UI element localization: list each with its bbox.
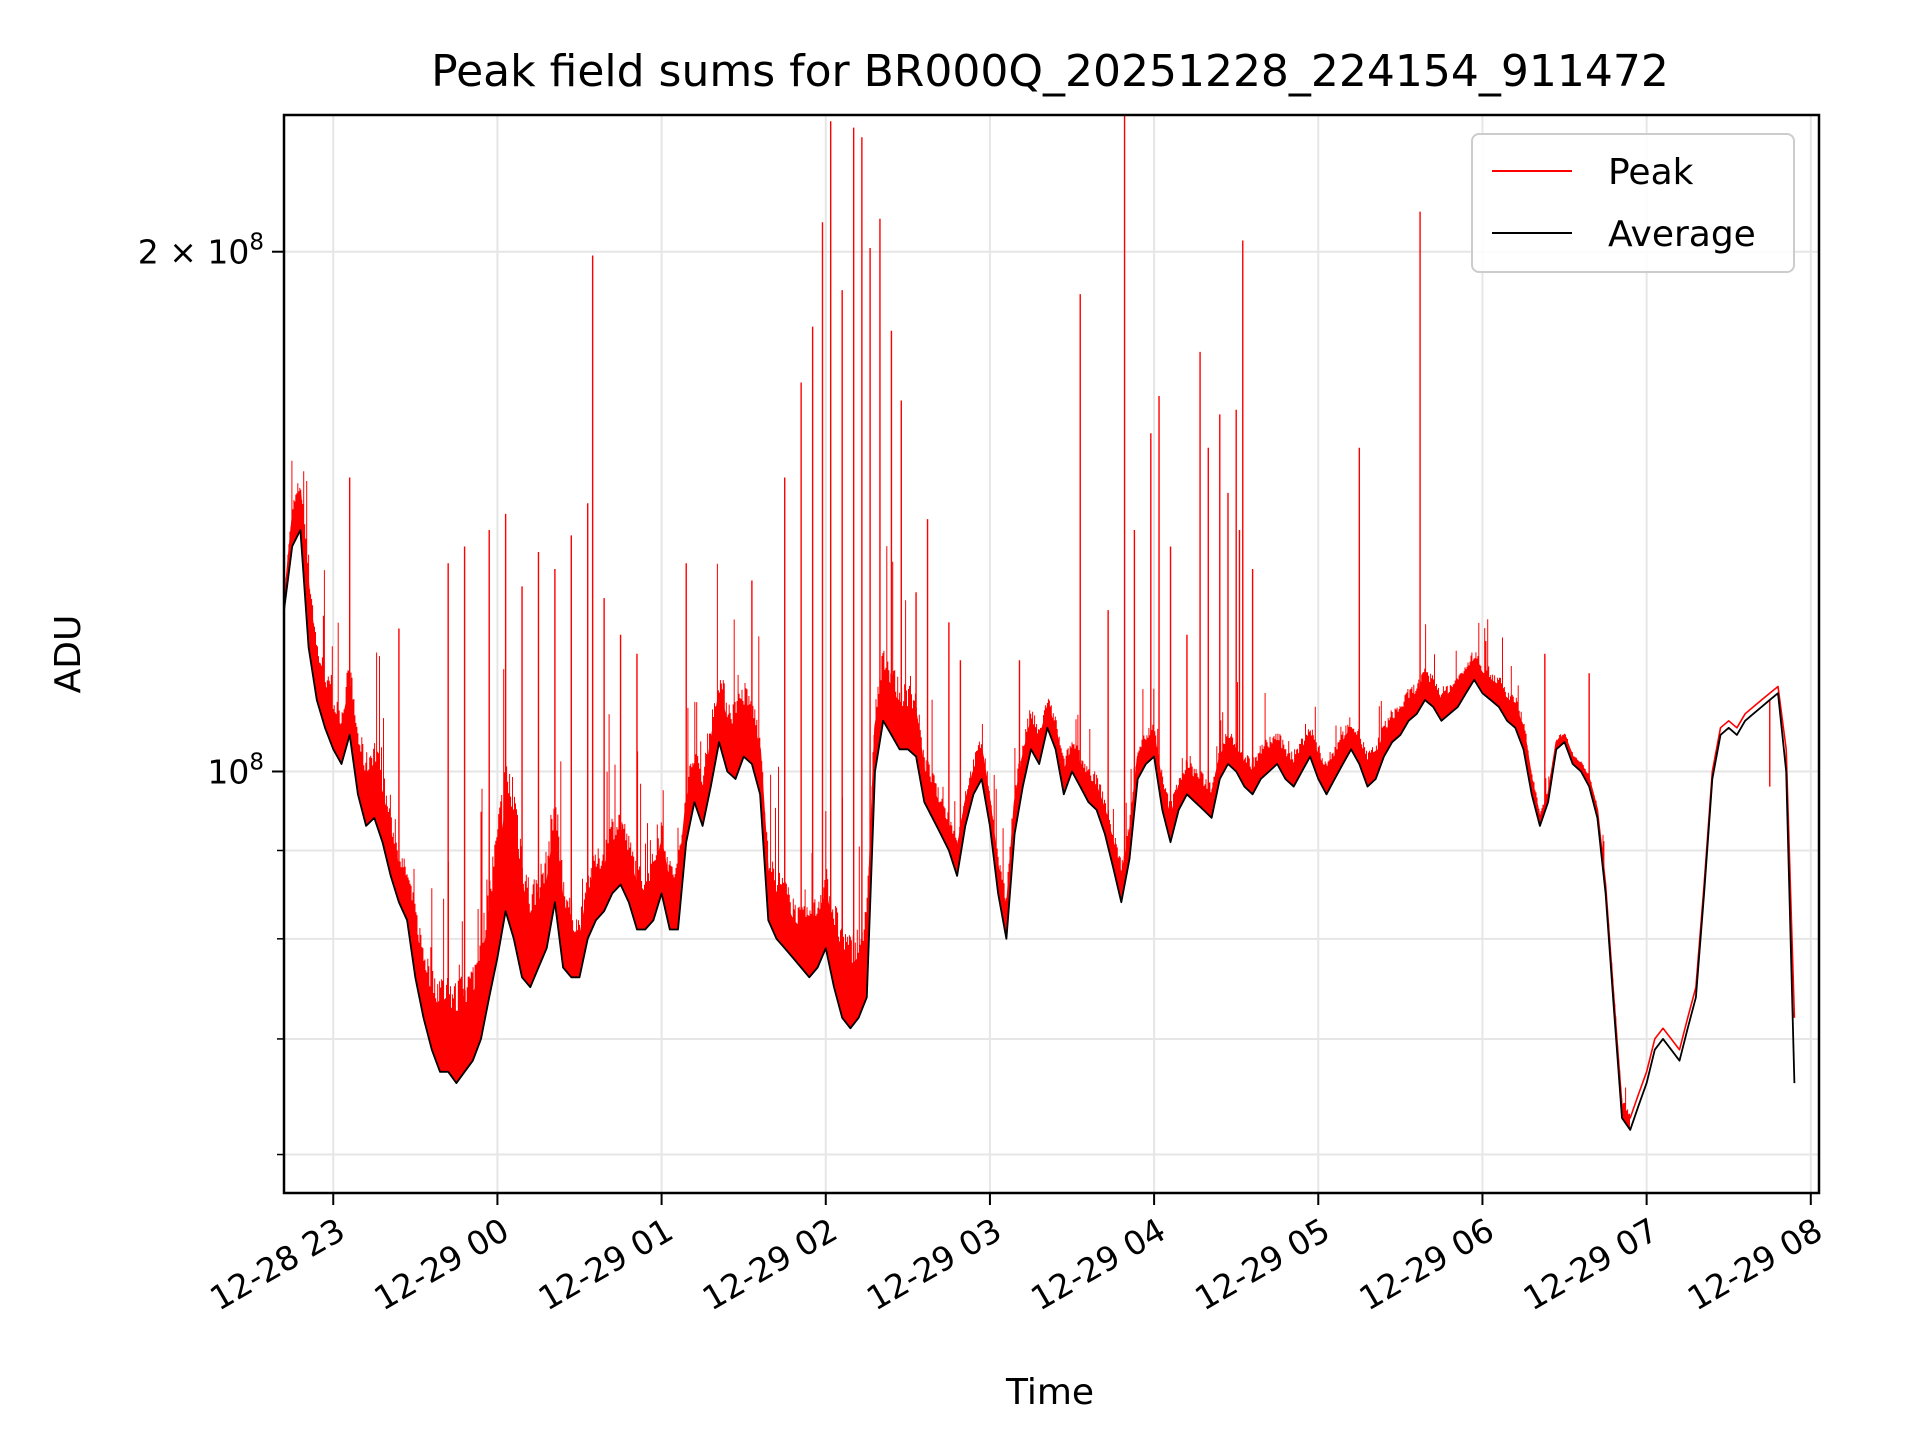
plot-frame bbox=[282, 113, 1821, 1195]
x-tick-label: 12-29 05 bbox=[1188, 1210, 1336, 1318]
grid-lines bbox=[284, 115, 1819, 1193]
series-average bbox=[284, 529, 1796, 1131]
x-tick-label: 12-29 02 bbox=[696, 1210, 844, 1318]
plot-area bbox=[284, 115, 1819, 1193]
y-axis: 108 2 × 108 bbox=[138, 230, 284, 1156]
x-tick-label: 12-28 23 bbox=[203, 1210, 351, 1318]
y-tick-label: 108 bbox=[207, 749, 264, 791]
x-tick-label: 12-29 04 bbox=[1024, 1210, 1172, 1318]
legend-box bbox=[1471, 133, 1795, 273]
x-tick-label: 12-29 08 bbox=[1681, 1210, 1829, 1318]
legend-peak-label: Peak bbox=[1608, 152, 1694, 193]
x-tick-label: 12-29 07 bbox=[1517, 1210, 1665, 1318]
x-axis-label: Time bbox=[1005, 1372, 1094, 1413]
series-peak bbox=[284, 115, 1796, 1129]
x-tick-label: 12-29 06 bbox=[1352, 1210, 1500, 1318]
legend-average-label: Average bbox=[1608, 214, 1756, 255]
x-tick-label: 12-29 03 bbox=[860, 1210, 1008, 1318]
peak-noise bbox=[284, 460, 1630, 1129]
x-tick-label: 12-29 01 bbox=[532, 1210, 680, 1318]
legend: Peak Average bbox=[1471, 133, 1795, 273]
average-line bbox=[284, 529, 1796, 1131]
y-tick-label: 2 × 108 bbox=[138, 230, 264, 272]
x-tick-label: 12-29 00 bbox=[367, 1210, 515, 1318]
y-axis-label: ADU bbox=[48, 615, 89, 694]
plot-clip bbox=[284, 115, 1796, 1131]
chart-title: Peak field sums for BR000Q_20251228_2241… bbox=[431, 46, 1669, 97]
x-axis: 12-28 23 12-29 00 12-29 01 12-29 02 12-29 03… bbox=[203, 1193, 1829, 1318]
